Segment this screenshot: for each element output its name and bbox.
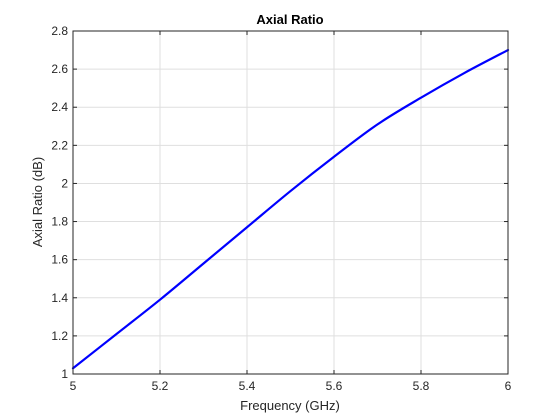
x-tick-label: 5.8 [413, 379, 430, 393]
y-tick-label: 2.2 [51, 138, 68, 152]
y-tick-label: 1.4 [51, 291, 68, 305]
plot-area [73, 31, 508, 374]
y-tick-label: 2 [61, 176, 68, 190]
series-line [71, 48, 510, 370]
plot-box [72, 30, 509, 375]
y-tick-label: 2.8 [51, 24, 68, 38]
x-tick-label: 6 [505, 379, 512, 393]
chart-title: Axial Ratio [256, 12, 323, 27]
x-tick-label: 5.6 [326, 379, 343, 393]
y-tick-labels: 1 1.2 1.4 1.6 1.8 2 2.2 2.4 2.6 2.8 [51, 24, 68, 381]
x-tick-labels: 5 5.2 5.4 5.6 5.8 6 [70, 379, 512, 393]
grid [72, 30, 509, 375]
y-tick-label: 2.6 [51, 62, 68, 76]
x-tick-label: 5.4 [239, 379, 256, 393]
y-tick-label: 1.8 [51, 215, 68, 229]
y-tick-label: 1.2 [51, 329, 68, 343]
y-tick-label: 1.6 [51, 253, 68, 267]
ticks [72, 30, 509, 375]
x-tick-label: 5 [70, 379, 77, 393]
x-axis-label: Frequency (GHz) [240, 398, 340, 413]
y-tick-label: 2.4 [51, 100, 68, 114]
x-tick-label: 5.2 [152, 379, 169, 393]
y-axis-label: Axial Ratio (dB) [30, 157, 45, 247]
y-tick-label: 1 [61, 367, 68, 381]
series-layer [71, 48, 510, 370]
